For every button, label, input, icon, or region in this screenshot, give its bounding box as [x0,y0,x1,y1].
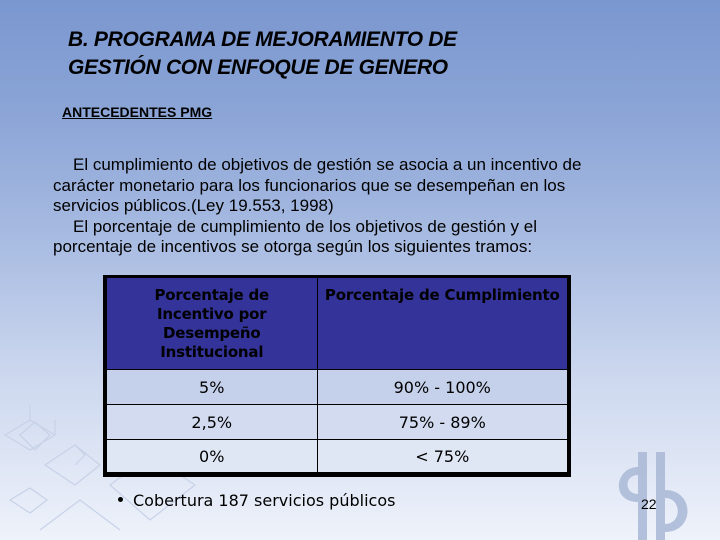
title-line-2: GESTIÓN CON ENFOQUE DE GENERO [68,56,448,79]
bullet-text: Cobertura 187 servicios públicos [133,491,396,510]
body-text: El cumplimiento de objetivos de gestión … [53,155,693,258]
paragraph-2: El porcentaje de cumplimiento de los obj… [53,217,693,258]
cell-compliance: 90% - 100% [317,369,570,405]
cell-incentive: 0% [105,439,318,475]
header-compliance: Porcentaje de Cumplimiento [317,276,570,370]
paragraph-2-line-2: porcentaje de incentivos se otorga según… [53,237,533,256]
cell-incentive: 5% [105,369,318,405]
header-incentive-line-4: Institucional [160,343,264,361]
table-row: 0% < 75% [105,439,570,475]
cell-incentive: 2,5% [105,404,318,440]
table-row: 5% 90% - 100% [105,369,570,405]
page-number: 22 [641,496,657,512]
cell-compliance: 75% - 89% [317,404,570,440]
bullet-item: Cobertura 187 servicios públicos [118,491,395,510]
paragraph-1-line-2: carácter monetario para los funcionarios… [53,175,566,195]
header-incentive-line-2: Incentivo por [157,305,267,323]
paragraph-2-line-1: El porcentaje de cumplimiento de los obj… [73,216,537,236]
table-row: 2,5% 75% - 89% [105,404,570,440]
header-incentive-line-3: Desempeño [163,324,261,342]
title-line-1: B. PROGRAMA DE MEJORAMIENTO DE [68,28,457,51]
section-subtitle: ANTECEDENTES PMG [62,104,213,120]
table-header-row: Porcentaje de Incentivo por Desempeño In… [105,276,570,370]
cell-compliance: < 75% [317,439,570,475]
paragraph-1: El cumplimiento de objetivos de gestión … [53,155,693,217]
paragraph-1-line-3: servicios públicos.(Ley 19.553, 1998) [53,196,334,215]
header-incentive-line-1: Porcentaje de [154,286,270,304]
slide-title: B. PROGRAMA DE MEJORAMIENTO DE GESTIÓN C… [68,26,457,82]
header-incentive: Porcentaje de Incentivo por Desempeño In… [105,276,318,370]
incentive-table: Porcentaje de Incentivo por Desempeño In… [103,275,571,477]
paragraph-1-line-1: El cumplimiento de objetivos de gestión … [73,155,582,174]
bullet-dot-icon [118,497,123,502]
